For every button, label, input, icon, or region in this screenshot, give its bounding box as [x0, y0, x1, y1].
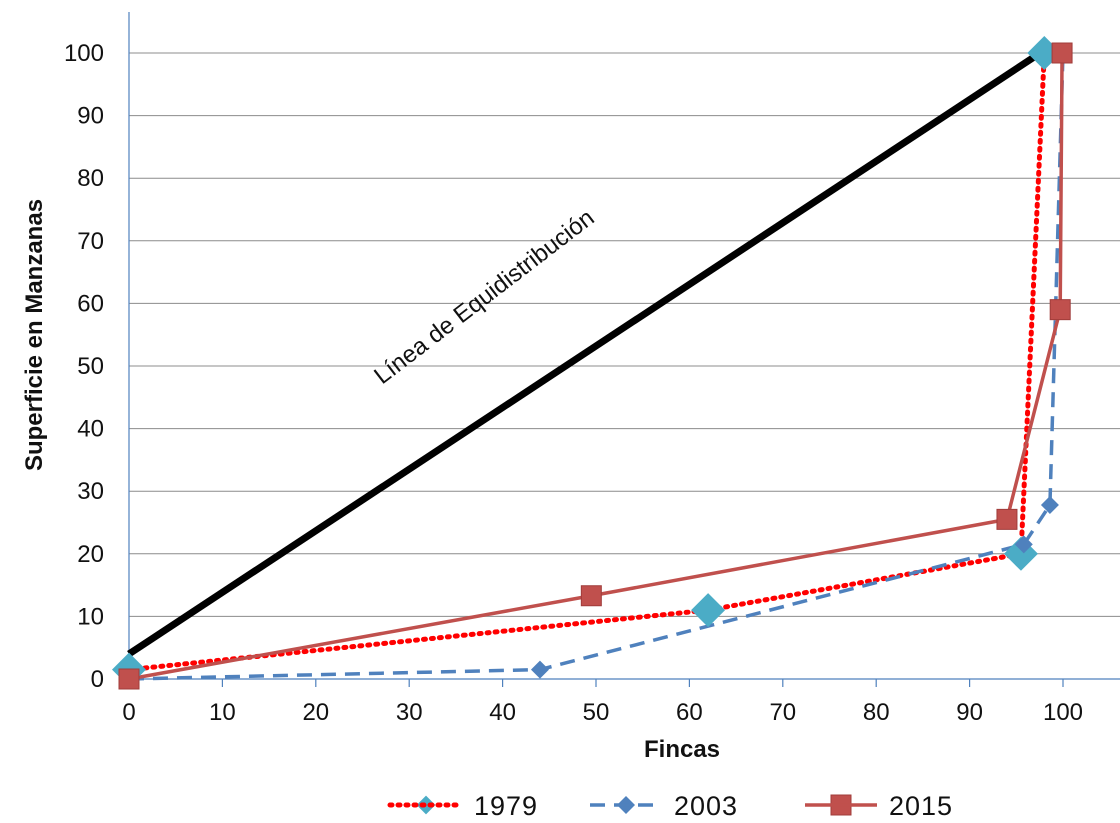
x-tick-label-10: 10 — [209, 699, 236, 726]
y-tick-labels: 0 10 20 30 40 50 60 70 80 90 100 — [64, 40, 104, 693]
x-tick-label-70: 70 — [769, 699, 796, 726]
x-tick-label-50: 50 — [583, 699, 610, 726]
y-tick-label-100: 100 — [64, 40, 104, 67]
marker-2003-3 — [1040, 495, 1059, 514]
x-tick-label-20: 20 — [302, 699, 329, 726]
x-tick-label-100: 100 — [1043, 699, 1083, 726]
marker-2015-1 — [580, 585, 602, 607]
legend-label-2015: 2015 — [889, 791, 953, 821]
marker-2015-3 — [1049, 299, 1071, 321]
y-tick-label-80: 80 — [77, 165, 104, 192]
x-tick-labels: 0 10 20 30 40 50 60 70 80 90 100 — [122, 699, 1083, 726]
marker-2015-2 — [996, 508, 1018, 530]
x-tick-label-40: 40 — [489, 699, 516, 726]
legend-label-2003: 2003 — [674, 791, 738, 821]
x-tick-label-80: 80 — [863, 699, 890, 726]
x-tick-label-0: 0 — [122, 699, 135, 726]
marker-1979-1 — [691, 593, 726, 628]
x-tick-label-30: 30 — [396, 699, 423, 726]
legend: 1979 2003 2015 — [387, 791, 953, 821]
x-axis-title: Fincas — [644, 736, 720, 763]
equidistribution-annotation: Línea de Equidistribución — [369, 204, 599, 390]
y-tick-label-90: 90 — [77, 103, 104, 130]
x-tick-label-90: 90 — [956, 699, 983, 726]
marker-2015-0 — [118, 668, 140, 690]
y-tick-label-40: 40 — [77, 416, 104, 443]
y-tick-label-0: 0 — [91, 666, 104, 693]
x-tick-label-60: 60 — [676, 699, 703, 726]
series-line-2003 — [128, 52, 1065, 681]
marker-2003-2 — [1014, 535, 1033, 554]
gridlines — [129, 52, 1120, 617]
y-tick-label-30: 30 — [77, 478, 104, 505]
y-tick-label-60: 60 — [77, 290, 104, 317]
y-tick-label-10: 10 — [77, 603, 104, 630]
series-markers — [112, 36, 1073, 816]
y-tick-label-70: 70 — [77, 228, 104, 255]
marker-2003-1 — [530, 660, 549, 679]
y-tick-label-20: 20 — [77, 541, 104, 568]
marker-2015-4 — [1051, 42, 1073, 64]
axes — [128, 12, 1120, 687]
legend-label-1979: 1979 — [474, 791, 538, 821]
equidistribution-line — [127, 51, 1040, 657]
y-tick-label-50: 50 — [77, 353, 104, 380]
y-axis-title: Superficie en Manzanas — [21, 199, 48, 471]
series-line-1979 — [126, 50, 1047, 673]
